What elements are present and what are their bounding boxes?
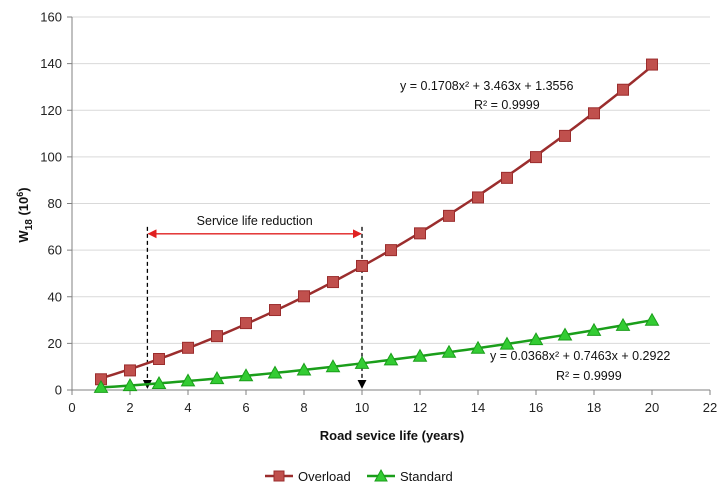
overload-point-13 xyxy=(472,191,484,204)
service-life-annotation: Service life reduction xyxy=(142,214,367,389)
series-standard xyxy=(93,312,660,393)
x-tick-label-9: 18 xyxy=(587,400,601,415)
y-axis-title-subscript: 18 xyxy=(24,219,35,231)
overload-point-12 xyxy=(443,209,455,222)
overload-point-6 xyxy=(269,304,281,317)
overload-point-11 xyxy=(414,227,426,240)
overload-point-2 xyxy=(153,352,165,365)
y-tick-label-7: 140 xyxy=(40,56,62,71)
standard-point-18 xyxy=(615,317,631,331)
x-tick-label-0: 0 xyxy=(68,400,75,415)
standard-r2: R² = 0.9999 xyxy=(556,369,622,383)
standard-point-5 xyxy=(238,368,254,382)
reduction-label: Service life reduction xyxy=(197,214,313,228)
standard-point-19 xyxy=(644,312,660,326)
standard-trendline xyxy=(100,318,653,389)
standard-point-11 xyxy=(412,348,428,362)
y-tick-label-1: 20 xyxy=(48,336,62,351)
y-tick-label-3: 60 xyxy=(48,243,62,258)
x-tick-label-4: 8 xyxy=(300,400,307,415)
overload-point-17 xyxy=(588,107,600,120)
legend-item-standard: Standard xyxy=(367,468,453,484)
legend-item-overload: Overload xyxy=(265,469,351,484)
overload-point-10 xyxy=(385,244,397,257)
standard-point-3 xyxy=(180,373,196,387)
x-tick-label-6: 12 xyxy=(413,400,427,415)
y-tick-label-5: 100 xyxy=(40,149,62,164)
y-tick-label-0: 0 xyxy=(55,383,62,398)
x-tick-labels: 0 2 4 6 8 10 12 14 16 18 20 22 xyxy=(68,400,717,415)
x-tick-label-10: 20 xyxy=(645,400,659,415)
standard-point-1 xyxy=(122,378,138,392)
standard-point-12 xyxy=(441,344,457,358)
overload-point-18 xyxy=(617,83,629,96)
y-axis-title: W18 (106) xyxy=(15,187,35,242)
standard-point-17 xyxy=(586,322,602,336)
series-group xyxy=(93,58,660,393)
axes xyxy=(67,16,711,395)
standard-point-0 xyxy=(93,379,109,393)
legend-label-standard: Standard xyxy=(400,469,453,484)
standard-point-10 xyxy=(383,352,399,366)
y-tick-label-4: 80 xyxy=(48,196,62,211)
y-axis-title-superscript: 6 xyxy=(15,192,25,197)
legend: Overload Standard xyxy=(265,468,453,484)
overload-point-8 xyxy=(327,276,339,289)
overload-r2: R² = 0.9999 xyxy=(474,98,540,112)
overload-point-15 xyxy=(530,151,542,164)
overload-point-5 xyxy=(240,317,252,330)
standard-equation: y = 0.0368x² + 0.7463x + 0.2922 xyxy=(490,349,670,363)
legend-label-overload: Overload xyxy=(298,469,351,484)
x-tick-label-7: 14 xyxy=(471,400,485,415)
x-tick-label-5: 10 xyxy=(355,400,369,415)
x-tick-label-11: 22 xyxy=(703,400,717,415)
series-overload xyxy=(95,58,658,386)
standard-point-15 xyxy=(528,332,544,346)
x-tick-label-1: 2 xyxy=(126,400,133,415)
overload-point-16 xyxy=(559,129,571,142)
gridlines xyxy=(72,16,710,344)
standard-point-13 xyxy=(470,340,486,354)
overload-equation: y = 0.1708x² + 3.463x + 1.3556 xyxy=(400,79,573,93)
overload-trendline xyxy=(100,65,653,380)
standard-point-2 xyxy=(151,375,167,389)
standard-point-6 xyxy=(267,365,283,379)
standard-point-4 xyxy=(209,371,225,385)
y-tick-label-2: 40 xyxy=(48,289,62,304)
overload-point-7 xyxy=(298,290,310,303)
overload-point-14 xyxy=(501,171,513,184)
overload-point-4 xyxy=(211,330,223,343)
y-tick-label-8: 160 xyxy=(40,10,62,25)
standard-point-8 xyxy=(325,359,341,373)
standard-point-16 xyxy=(557,327,573,341)
overload-point-9 xyxy=(356,259,368,272)
x-tick-label-8: 16 xyxy=(529,400,543,415)
overload-point-3 xyxy=(182,341,194,354)
standard-point-14 xyxy=(499,336,515,350)
y-tick-labels: 0 20 40 60 80 100 120 140 160 xyxy=(40,10,62,398)
overload-point-1 xyxy=(124,364,136,377)
y-tick-label-6: 120 xyxy=(40,103,62,118)
x-tick-label-2: 4 xyxy=(184,400,191,415)
x-axis-title: Road sevice life (years) xyxy=(320,428,465,443)
overload-point-19 xyxy=(646,58,658,71)
standard-point-9 xyxy=(354,355,370,369)
x-tick-label-3: 6 xyxy=(242,400,249,415)
standard-point-7 xyxy=(296,362,312,376)
